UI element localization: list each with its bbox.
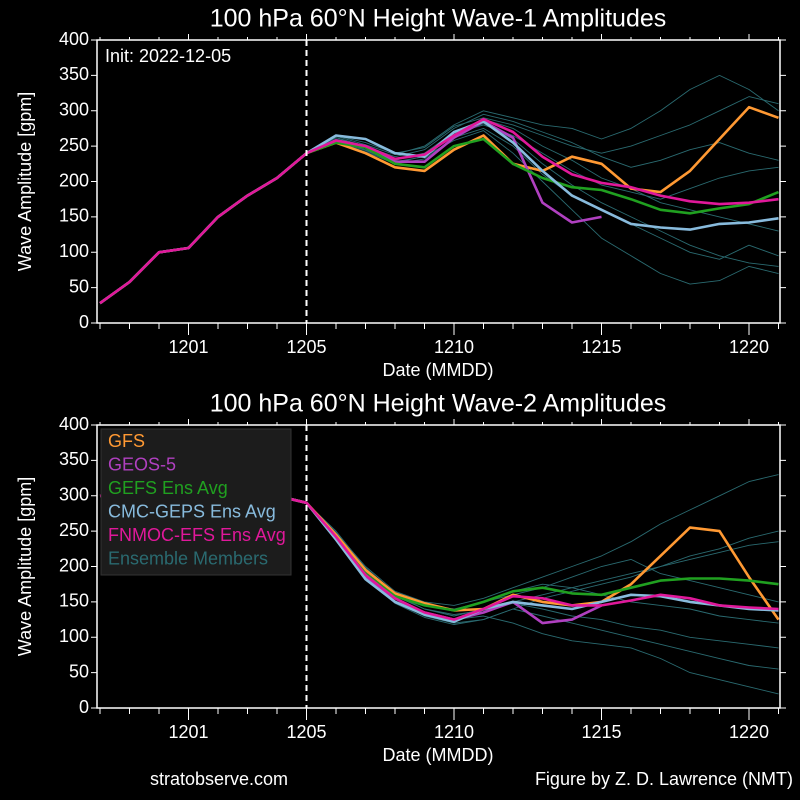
series-line — [306, 502, 779, 649]
footer-left: stratobserve.com — [150, 769, 288, 789]
x-tick-label: 1220 — [729, 722, 769, 742]
y-tick-label: 300 — [59, 485, 89, 505]
x-axis-label: Date (MMDD) — [383, 745, 494, 765]
y-tick-label: 100 — [59, 626, 89, 646]
x-tick-label: 1210 — [434, 722, 474, 742]
plot-lines — [99, 74, 779, 305]
y-tick-label: 200 — [59, 170, 89, 190]
y-tick-label: 150 — [59, 206, 89, 226]
annotation: Init: 2022-12-05 — [105, 46, 231, 66]
y-tick-label: 400 — [59, 29, 89, 49]
series-line — [99, 137, 779, 305]
x-tick-label: 1220 — [729, 337, 769, 357]
legend-box — [100, 428, 292, 576]
plot-lines — [99, 466, 780, 695]
chart-title: 100 hPa 60°N Height Wave-1 Amplitudes — [210, 5, 667, 33]
legend-entry: CMC-GEPS Ens Avg — [108, 501, 276, 521]
footer-right: Figure by Z. D. Lawrence (NMT) — [535, 769, 793, 789]
series-line — [306, 124, 779, 200]
y-tick-label: 100 — [59, 241, 89, 261]
x-tick-label: 1201 — [168, 337, 208, 357]
series-line — [306, 502, 779, 611]
series-line — [306, 74, 779, 156]
legend-entry: GEFS Ens Avg — [108, 478, 228, 498]
y-tick-label: 50 — [69, 276, 89, 296]
x-tick-label: 1215 — [581, 337, 621, 357]
series-line — [99, 117, 779, 305]
y-axis-label: Wave Amplitude [gpm] — [15, 477, 35, 656]
y-tick-label: 0 — [79, 697, 89, 717]
y-tick-label: 350 — [59, 64, 89, 84]
y-tick-label: 300 — [59, 100, 89, 120]
x-tick-label: 1201 — [168, 722, 208, 742]
series-line — [306, 113, 779, 168]
legend-entry: GFS — [108, 431, 145, 451]
x-axis-label: Date (MMDD) — [383, 360, 494, 380]
y-tick-label: 250 — [59, 520, 89, 540]
y-tick-label: 250 — [59, 135, 89, 155]
legend-entry: Ensemble Members — [108, 548, 268, 568]
y-tick-label: 50 — [69, 661, 89, 681]
y-tick-label: 150 — [59, 591, 89, 611]
y-axis-label: Wave Amplitude [gpm] — [15, 92, 35, 271]
y-tick-label: 400 — [59, 414, 89, 434]
plot-frame — [96, 424, 781, 709]
x-tick-label: 1205 — [286, 722, 326, 742]
legend-entry: FNMOC-EFS Ens Avg — [108, 525, 286, 545]
plot-frame — [96, 39, 781, 324]
series-line — [306, 474, 779, 606]
y-tick-label: 0 — [79, 312, 89, 332]
chart-title: 100 hPa 60°N Height Wave-2 Amplitudes — [210, 390, 667, 418]
y-tick-label: 200 — [59, 555, 89, 575]
x-tick-label: 1210 — [434, 337, 474, 357]
series-line — [306, 127, 779, 260]
y-tick-label: 350 — [59, 449, 89, 469]
x-tick-label: 1215 — [581, 722, 621, 742]
x-tick-label: 1205 — [286, 337, 326, 357]
legend-entry: GEOS-5 — [108, 454, 176, 474]
